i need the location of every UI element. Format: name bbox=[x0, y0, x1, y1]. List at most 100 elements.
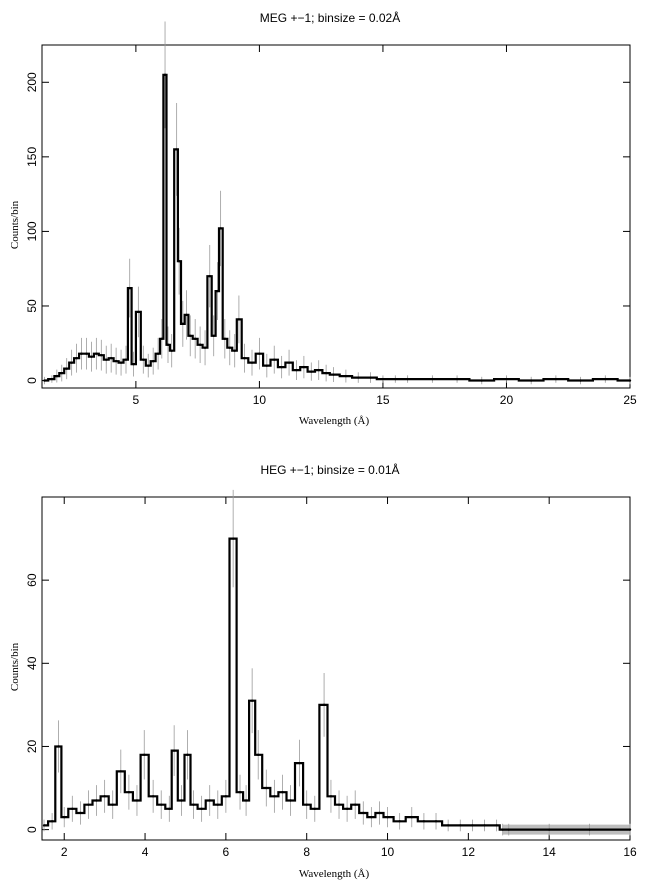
heg-data-point bbox=[410, 815, 413, 819]
meg-title: MEG +−1; binsize = 0.02Å bbox=[260, 10, 400, 25]
meg-data-point bbox=[295, 368, 298, 372]
heg-data-point bbox=[281, 790, 284, 794]
heg-data-point bbox=[42, 824, 46, 827]
heg-title: HEG +−1; binsize = 0.01Å bbox=[260, 462, 399, 477]
heg-data-point bbox=[471, 824, 474, 827]
meg-data-point bbox=[137, 310, 140, 314]
meg-data-point bbox=[317, 368, 320, 372]
meg-data-point bbox=[132, 362, 135, 366]
meg-data-point bbox=[75, 356, 78, 360]
heg-ytick-label: 0 bbox=[25, 826, 39, 833]
meg-data-point bbox=[203, 346, 207, 349]
heg-data-point bbox=[495, 824, 498, 827]
meg-data-point bbox=[147, 364, 150, 367]
meg-data-point bbox=[381, 377, 385, 381]
meg-data-point bbox=[156, 352, 160, 355]
meg-ylabel: Counts/bin bbox=[9, 200, 21, 249]
meg-spectrum-line bbox=[44, 73, 630, 382]
meg-data-point bbox=[114, 359, 118, 363]
meg-data-point bbox=[90, 355, 93, 358]
meg-data-point bbox=[60, 371, 63, 375]
heg-data-point bbox=[345, 807, 349, 811]
heg-data-point bbox=[87, 803, 90, 806]
heg-ytick-label: 20 bbox=[25, 739, 39, 753]
meg-data-point bbox=[219, 227, 222, 230]
meg-data-point bbox=[43, 379, 46, 382]
heg-data-point bbox=[127, 790, 131, 794]
heg-data-point bbox=[119, 770, 123, 773]
meg-data-point bbox=[324, 371, 328, 375]
heg-data-point bbox=[103, 795, 106, 798]
meg-data-point bbox=[431, 377, 434, 381]
meg-data-point bbox=[100, 353, 103, 357]
meg-data-point bbox=[505, 377, 508, 381]
heg-ticks: 2 4 6 8 10 12 14 16 0 20 40 60 bbox=[25, 497, 637, 859]
meg-ytick-label: 200 bbox=[25, 72, 39, 92]
heg-chart: HEG +−1; binsize = 0.01Å 2 4 6 8 10 12 14 16 0 20… bbox=[9, 462, 637, 880]
heg-data-point bbox=[547, 828, 551, 831]
meg-data-point bbox=[223, 337, 227, 340]
meg-data-point bbox=[70, 361, 73, 364]
meg-data-point bbox=[237, 318, 241, 321]
meg-data-point bbox=[243, 356, 246, 360]
meg-ytick-label: 150 bbox=[25, 147, 39, 167]
meg-data bbox=[43, 21, 632, 385]
meg-data-point bbox=[455, 377, 459, 381]
heg-xtick-label: 12 bbox=[462, 845, 476, 859]
heg-data-point bbox=[231, 537, 235, 540]
meg-xtick-label: 25 bbox=[623, 393, 637, 407]
heg-ylabel: Counts/bin bbox=[9, 642, 21, 691]
heg-ytick-label: 40 bbox=[25, 656, 39, 670]
heg-xtick-label: 16 bbox=[623, 845, 637, 859]
meg-data-point bbox=[181, 322, 185, 326]
meg-data-point bbox=[50, 377, 54, 381]
meg-data-point bbox=[189, 334, 192, 338]
meg-data-point bbox=[250, 361, 254, 364]
heg-data-point bbox=[501, 828, 504, 831]
meg-data-point bbox=[628, 379, 632, 382]
heg-data-point bbox=[160, 803, 163, 806]
meg-xlabel: Wavelength (Å) bbox=[299, 415, 370, 427]
meg-data-point bbox=[142, 358, 145, 361]
meg-data-point bbox=[128, 286, 131, 290]
meg-data-point bbox=[175, 148, 178, 151]
heg-data-point bbox=[362, 811, 365, 815]
heg-data-point bbox=[111, 803, 114, 806]
meg-data-point bbox=[344, 374, 348, 378]
heg-data-point bbox=[172, 749, 176, 752]
heg-data-point bbox=[63, 815, 66, 819]
meg-data-point bbox=[357, 376, 360, 379]
heg-data-point bbox=[398, 820, 401, 823]
meg-data-point bbox=[212, 334, 215, 338]
meg-ytick-label: 50 bbox=[25, 299, 39, 313]
heg-xtick-label: 8 bbox=[303, 845, 310, 859]
meg-data-point bbox=[265, 364, 269, 367]
meg-data-point bbox=[310, 370, 313, 373]
meg-data-point bbox=[208, 274, 211, 278]
meg-data-point bbox=[579, 379, 582, 382]
meg-data-point bbox=[55, 374, 59, 378]
heg-data-point bbox=[200, 807, 203, 811]
heg-data-point bbox=[386, 815, 389, 819]
heg-data-point bbox=[313, 807, 316, 811]
meg-data-point bbox=[166, 343, 170, 346]
heg-xtick-label: 10 bbox=[381, 845, 395, 859]
meg-xtick-label: 15 bbox=[376, 393, 390, 407]
heg-data-point bbox=[507, 828, 510, 831]
heg-xtick-label: 2 bbox=[61, 845, 68, 859]
meg-data-point bbox=[124, 358, 128, 361]
meg-data-point bbox=[604, 377, 607, 381]
heg-data-point bbox=[329, 795, 333, 798]
heg-data-point bbox=[434, 820, 438, 823]
heg-data-point bbox=[238, 790, 242, 794]
meg-data-point bbox=[369, 376, 372, 379]
meg-data-point bbox=[216, 289, 219, 293]
heg-data-point bbox=[483, 824, 486, 827]
heg-data-point bbox=[250, 699, 254, 702]
meg-ticks: 5 10 15 20 25 0 50 100 150 200 bbox=[25, 45, 637, 407]
meg-data-point bbox=[170, 349, 173, 352]
heg-data-point bbox=[224, 795, 228, 798]
heg-data-point bbox=[192, 803, 195, 806]
heg-data-point bbox=[588, 828, 591, 831]
meg-xtick-label: 10 bbox=[253, 393, 267, 407]
